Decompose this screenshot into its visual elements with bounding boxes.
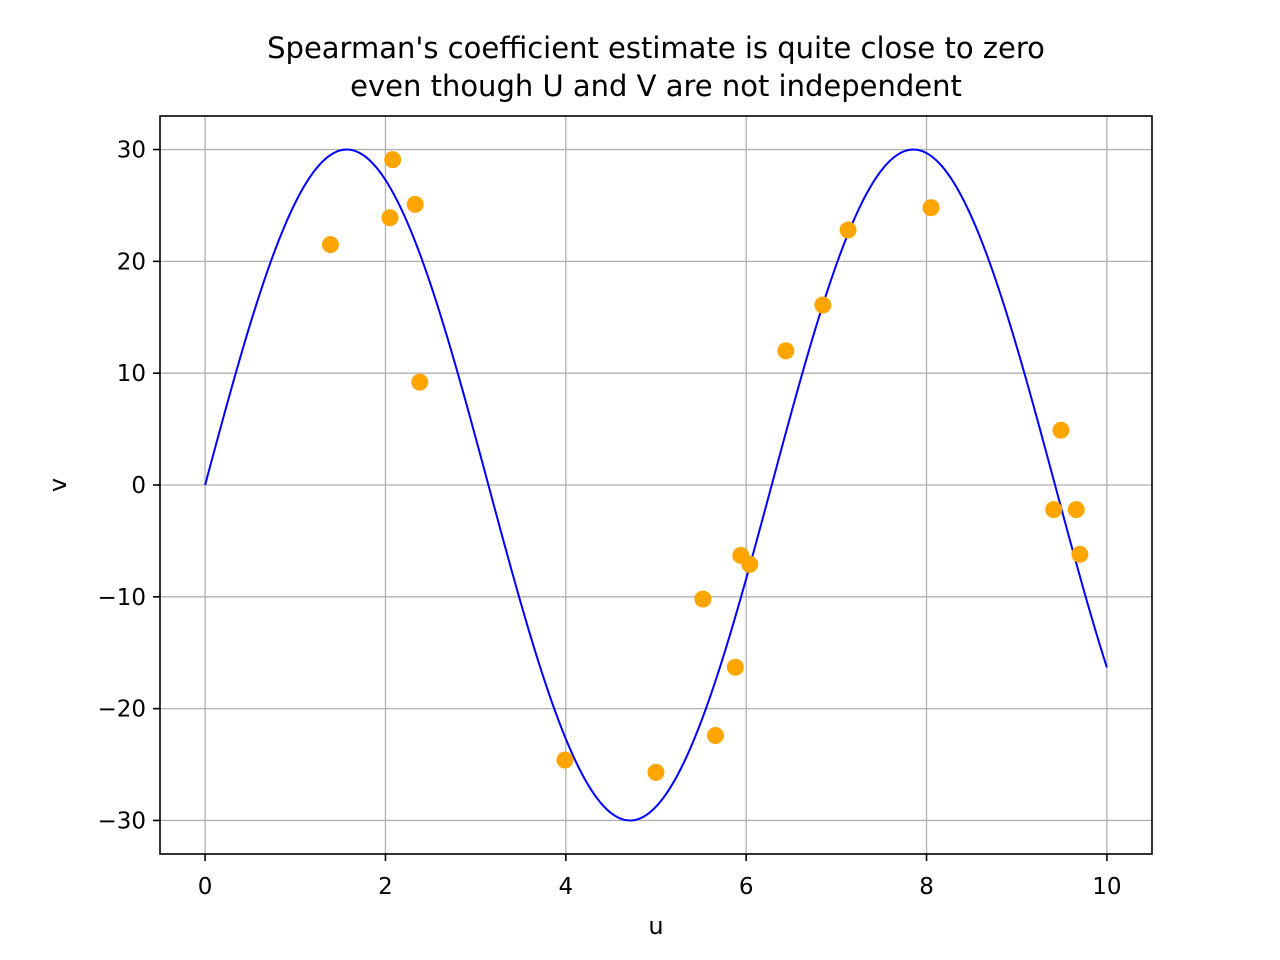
chart-title-line: even though U and V are not independent [350,69,962,103]
scatter-point [707,726,725,744]
y-tick-label: −20 [97,697,146,723]
scatter-point [321,236,339,254]
scatter-point [839,221,857,239]
y-tick-label: 10 [117,361,146,387]
y-tick-label: 0 [131,473,146,499]
sine-curve-series [204,148,1108,822]
scatter-point [384,151,402,169]
scatter-point [814,296,832,314]
y-tick-label: 20 [117,249,146,275]
y-tick-label: 30 [117,138,146,164]
scatter-point [381,209,399,227]
y-tick-label: −30 [97,808,146,834]
x-tick-label: 2 [378,874,393,900]
y-tick-label: −10 [97,585,146,611]
x-axis-ticks: 0 2 4 6 8 10 [198,854,1122,900]
y-axis-ticks: −30 −20 −10 0 10 20 30 [97,138,160,834]
points-layer [321,151,1089,781]
scatter-point [411,373,429,391]
grid [160,116,1152,854]
chart-title-line: Spearman's coefficient estimate is quite… [267,31,1045,65]
scatter-point [726,658,744,676]
scatter-point [1045,501,1063,519]
scatter-point [777,342,795,360]
scatter-point [647,763,665,781]
chart-title: Spearman's coefficient estimate is quite… [267,31,1045,103]
x-tick-label: 10 [1092,874,1121,900]
x-tick-label: 0 [198,874,213,900]
scatter-point [1052,421,1070,439]
y-axis-label: v [44,478,72,492]
scatter-point [694,590,712,608]
x-tick-label: 6 [739,874,754,900]
scatter-point [1071,545,1089,563]
scatter-point [1067,501,1085,519]
x-axis-label: u [648,912,663,940]
scatter-point [406,195,424,213]
curve-layer [204,148,1108,822]
scatter-point [922,199,940,217]
scatter-point [556,751,574,769]
scatter-point [741,555,759,573]
x-tick-label: 4 [558,874,573,900]
x-tick-label: 8 [919,874,934,900]
